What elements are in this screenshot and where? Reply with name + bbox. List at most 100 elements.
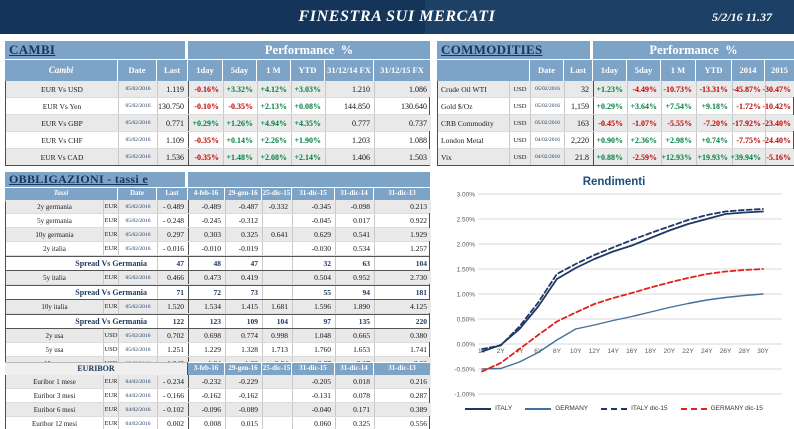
- rate-value-cell: 1.328: [226, 343, 263, 356]
- spread-value-cell: 48: [189, 257, 226, 270]
- date-cell: 04/02/2016: [119, 403, 158, 416]
- euribor-label: EURIBOR: [5, 362, 188, 375]
- rate-value-cell: 1.929: [375, 228, 431, 241]
- spread-value-cell: 73: [226, 286, 263, 299]
- obbligazioni-column-headers: Tassi Date Last 4-feb-16 29-gen-16 25-dic-15 3…: [5, 187, 430, 200]
- fx-2015-cell: 0.737: [375, 115, 431, 131]
- legend-item: ITALY: [465, 405, 512, 412]
- spread-last-cell: 122: [158, 315, 189, 328]
- currency-cell: EUR: [104, 403, 119, 416]
- fx-2014-cell: 144.850: [326, 98, 375, 114]
- cambi-col-header: Last: [157, 59, 188, 81]
- cambi-row: EUR Vs GBP 05/02/2016 0.771 +0.29% +1.26% +4.…: [6, 115, 431, 132]
- currency-cell: EUR: [104, 375, 119, 388]
- rate-value-cell: 2.730: [375, 271, 431, 284]
- euribor-value-cell: 0.008: [189, 417, 226, 429]
- commodities-col-header: 2015: [765, 59, 794, 81]
- x-axis-label: 2Y: [497, 348, 506, 355]
- rate-name-label: 2y germania: [6, 200, 104, 213]
- x-axis-label: 16Y: [626, 348, 638, 355]
- rate-value-cell: 0.665: [336, 329, 375, 342]
- performance-value-cell: -0.16%: [189, 81, 224, 97]
- performance-value-cell: +1.23%: [594, 81, 628, 97]
- title-bar: FINESTRA SUI MERCATI 5/2/16 11.37: [0, 0, 794, 34]
- rate-value-cell: -0.045: [293, 214, 336, 227]
- rate-name-label: 2y usa: [6, 329, 104, 342]
- rate-value-cell: 0.641: [263, 228, 293, 241]
- euribor-value-cell: 0.556: [410, 419, 427, 428]
- performance-value-cell: -0.35%: [189, 149, 224, 165]
- spread-label: Spread Vs Germania: [6, 315, 158, 328]
- date-cell: 04/02/2016: [531, 149, 565, 165]
- legend-line-sample: [525, 407, 552, 410]
- commodities-column-headers: Date Last 1day 5day 1 M YTD 2014 2015: [437, 59, 794, 81]
- commodities-rows: Crude Oil WTI USD 05/02/2016 32 +1.23% -4.49%…: [437, 81, 794, 166]
- spread-last-cell: 71: [158, 286, 189, 299]
- performance-value-cell: +0.88%: [594, 149, 628, 165]
- rate-value-cell: 0.774: [226, 329, 263, 342]
- obbligazioni-col-header: 31-dic-14: [335, 187, 374, 200]
- page-title: FINESTRA SUI MERCATI: [298, 8, 496, 25]
- obbligazioni-title-row: OBBLIGAZIONI - tassi e spread: [5, 172, 430, 202]
- rate-value-cell: 0.952: [336, 271, 375, 284]
- fx-2014-cell: 1.210: [326, 81, 375, 97]
- rate-value-cell: 4.125: [375, 300, 431, 313]
- commodities-performance-header: Performance %: [593, 41, 794, 59]
- spread-value-cell: 32: [293, 257, 336, 270]
- rate-name-label: 10y italia: [6, 300, 104, 313]
- last-value-cell: 21.8: [565, 149, 594, 165]
- x-axis-label: 18Y: [645, 348, 657, 355]
- performance-value-cell: +0.14%: [224, 132, 258, 148]
- commodities-col-header: 5day: [627, 59, 661, 81]
- performance-value-cell: -17.92%: [732, 115, 766, 131]
- rate-row: 2y usa USD 05/02/2016 0.702 0.698 0.774 0.998 1…: [6, 329, 431, 343]
- commodities-title: COMMODITIES: [441, 42, 543, 57]
- rate-value-cell: -0.489: [189, 200, 226, 213]
- performance-value-cell: -45.87%: [732, 81, 766, 97]
- legend-line-sample: [465, 407, 492, 410]
- euribor-table: EURIBOR 3-feb-16 29-gen-16 25-dic-15 31-dic-…: [5, 362, 431, 429]
- spread-value-cell: 94: [336, 286, 375, 299]
- last-value-cell: 1.536: [158, 149, 189, 165]
- currency-cell: EUR: [104, 271, 119, 284]
- last-value-cell: 0.297: [158, 228, 189, 241]
- obbligazioni-rows: 2y germania EUR 05/02/2016-0.489 -0.489 -0.4…: [5, 200, 431, 371]
- date-cell: 05/02/2016: [119, 132, 158, 148]
- rate-value-cell: 1.890: [336, 300, 375, 313]
- rate-value-cell: 0.303: [189, 228, 226, 241]
- rate-value-cell: [263, 214, 293, 227]
- obbligazioni-col-header: Date: [118, 187, 157, 200]
- performance-value-cell: +19.93%: [697, 149, 733, 165]
- commodities-col-header: 1 M: [661, 59, 696, 81]
- rate-value-cell: 0.213: [375, 200, 431, 213]
- euribor-value-cell: 0.216: [375, 375, 431, 388]
- spread-value-cell: 97: [293, 315, 336, 328]
- commodities-col-header: YTD: [696, 59, 732, 81]
- spread-value-cell: 220: [415, 317, 427, 326]
- performance-value-cell: -10.42%: [762, 101, 791, 111]
- x-axis-label: 12Y: [589, 348, 601, 355]
- spread-value-cell: 104: [415, 259, 427, 268]
- performance-value-cell: -0.10%: [189, 98, 224, 114]
- date-cell: 04/02/2016: [119, 389, 158, 402]
- x-axis-label: 24Y: [701, 348, 713, 355]
- performance-value-cell: +3.32%: [224, 81, 258, 97]
- currency-cell: USD: [510, 132, 531, 148]
- euribor-col-header: 31-dic-13: [374, 362, 430, 375]
- cambi-col-header: Date: [118, 59, 157, 81]
- obbligazioni-col-header: Last: [157, 187, 188, 200]
- obbligazioni-col-header: 31-dic-13: [374, 187, 430, 200]
- date-cell: 05/02/2016: [531, 81, 565, 97]
- euribor-value-cell: 0.389: [375, 403, 431, 416]
- euribor-value-cell: 0.018: [336, 375, 375, 388]
- fx-2015-cell: 1.503: [375, 149, 431, 165]
- performance-value-cell: -4.49%: [628, 81, 662, 97]
- y-axis-label: 2.00%: [457, 242, 476, 249]
- cambi-col-header: 31/12/14 FX: [325, 59, 374, 81]
- rate-value-cell: 1.257: [410, 244, 427, 253]
- performance-value-cell: -1.72%: [733, 98, 766, 114]
- date-cell: 05/02/2016: [119, 329, 158, 342]
- rate-row: 2y germania EUR 05/02/2016-0.489 -0.489 -0.4…: [6, 200, 431, 214]
- last-value-cell: 1.520: [158, 300, 189, 313]
